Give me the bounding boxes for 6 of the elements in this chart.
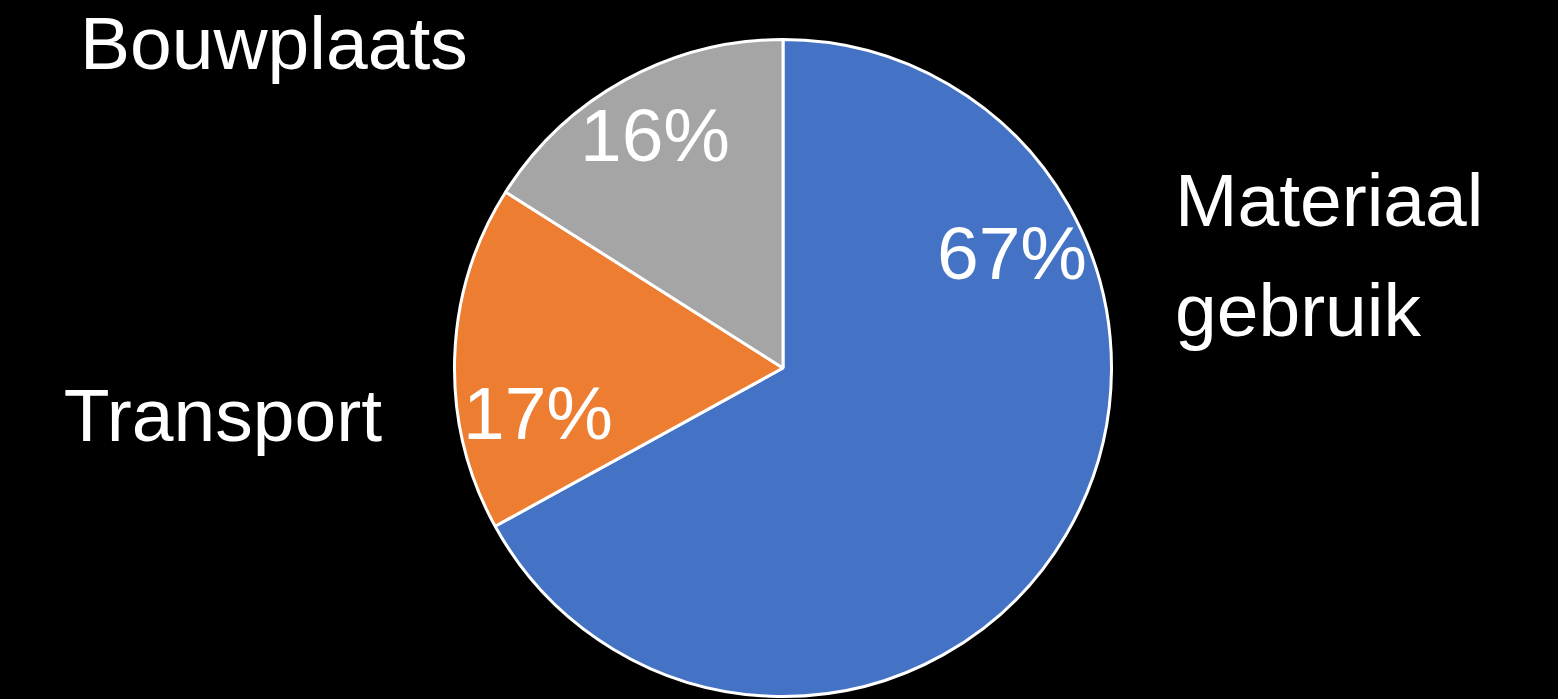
data-label: 16% <box>579 92 731 177</box>
data-label: 67% <box>936 210 1088 295</box>
data-label: 17% <box>462 370 614 455</box>
slice-label: Bouwplaats <box>80 0 468 85</box>
slice-label: Materiaal gebruik <box>1175 157 1484 352</box>
slice-label: Transport <box>63 372 383 457</box>
